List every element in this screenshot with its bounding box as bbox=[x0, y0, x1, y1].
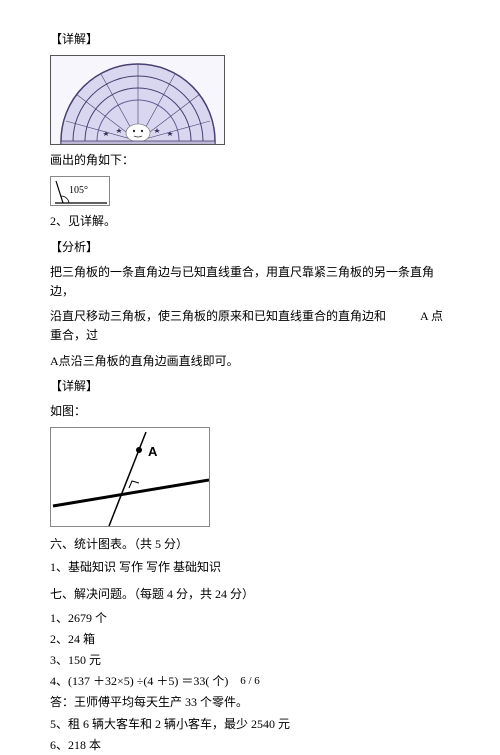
section-6-title: 六、统计图表。（共 5 分） bbox=[50, 535, 450, 554]
item-2: 2、见详解。 bbox=[50, 212, 450, 231]
section-6-line-1: 1、基础知识 写作 写作 基础知识 bbox=[50, 558, 450, 577]
angle-figure: 105° bbox=[50, 176, 110, 206]
section-7-title: 七、解决问题。（每题 4 分，共 24 分） bbox=[50, 585, 450, 604]
perp-caption: 如图： bbox=[50, 402, 450, 421]
analysis-line-2a: 沿直尺移动三角板，使三角板的原来和已知直线重合的直角边和 bbox=[50, 309, 386, 323]
detail-heading-2: 【详解】 bbox=[50, 377, 450, 396]
protractor-caption: 画出的角如下： bbox=[50, 151, 450, 170]
protractor-svg bbox=[51, 56, 225, 145]
answer-1: 1、2679 个 bbox=[50, 609, 450, 628]
detail-heading-1: 【详解】 bbox=[50, 30, 450, 49]
answer-6: 6、218 本 bbox=[50, 736, 450, 755]
analysis-line-1: 把三角板的一条直角边与已知直线重合，用直尺靠紧三角板的另一条直角边， bbox=[50, 263, 450, 301]
answer-3: 3、150 元 bbox=[50, 651, 450, 670]
analysis-line-3: A点沿三角板的直角边画直线即可。 bbox=[50, 352, 450, 371]
analysis-heading: 【分析】 bbox=[50, 238, 450, 257]
page-number: 6 / 6 bbox=[0, 673, 500, 691]
answer-5: 5、租 6 辆大客车和 2 辆小客车，最少 2540 元 bbox=[50, 715, 450, 734]
protractor-figure bbox=[50, 55, 225, 145]
answer-2: 2、24 箱 bbox=[50, 630, 450, 649]
perp-svg bbox=[51, 428, 210, 527]
perpendicular-figure: A bbox=[50, 427, 210, 527]
answer-4-text: 答：王师傅平均每天生产 33 个零件。 bbox=[50, 693, 450, 712]
point-a-label: A bbox=[148, 442, 157, 463]
angle-label: 105° bbox=[69, 183, 88, 199]
analysis-line-2: 沿直尺移动三角板，使三角板的原来和已知直线重合的直角边和 A 点重合，过 bbox=[50, 307, 450, 345]
